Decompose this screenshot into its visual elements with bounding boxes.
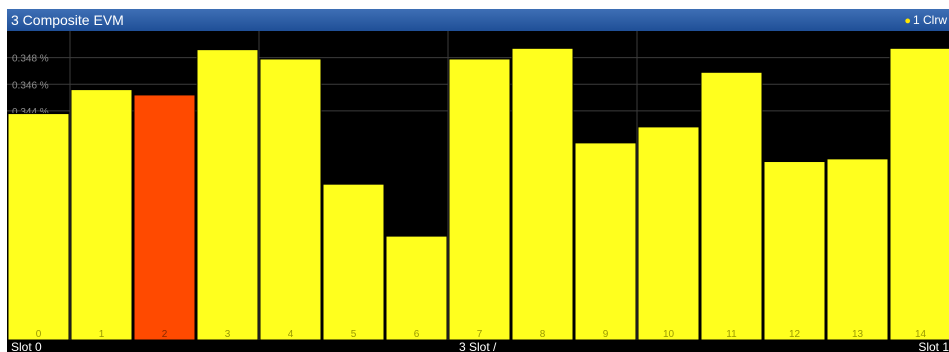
bar-label-11: 11	[726, 329, 737, 340]
bar-label-13: 13	[852, 329, 864, 340]
bar-slot-2	[133, 94, 196, 340]
bar-label-7: 7	[477, 329, 483, 340]
bar-slot-8	[511, 47, 574, 340]
bar-slot-9	[574, 142, 637, 340]
bar-label-10: 10	[663, 329, 675, 340]
bar-label-1: 1	[99, 329, 105, 340]
trace-indicator[interactable]: ● 1 Clrw	[904, 12, 947, 29]
trace-indicator-label: 1 Clrw	[912, 13, 947, 27]
bar-label-0: 0	[36, 329, 42, 340]
bar-slot-11	[700, 71, 763, 340]
bar-label-14: 14	[915, 329, 927, 340]
bar-slot-0	[7, 113, 70, 340]
y-tick-layer: 0.348 % 0.346 % 0.344 %	[12, 54, 49, 118]
bar-slot-14	[889, 47, 949, 340]
bar-slot-13	[826, 158, 889, 340]
bar-slot-6	[385, 235, 448, 340]
footer-center-label: 3 Slot /	[459, 340, 497, 352]
footer-start-label: Slot 0	[11, 340, 42, 352]
bar-label-8: 8	[540, 329, 546, 340]
trace-dot-icon: ●	[904, 15, 911, 27]
x-axis-footer: Slot 0 3 Slot / Slot 1	[7, 340, 949, 352]
y-tick-label: 0.348 %	[12, 54, 49, 65]
bar-label-5: 5	[351, 329, 357, 340]
bar-label-4: 4	[288, 329, 294, 340]
bar-slot-7	[448, 58, 511, 340]
bar-label-3: 3	[225, 329, 231, 340]
bar-label-12: 12	[789, 329, 801, 340]
y-tick-label: 0.344 %	[12, 107, 49, 118]
composite-evm-window: 3 Composite EVM ● 1 Clrw 0.348 % 0.346 % 0.…	[7, 9, 949, 352]
bar-layer	[7, 47, 949, 340]
evm-bar-chart: 0.348 %0.346 %0.344 % 0 1 2 3 4 5 6 7 8 9 10 11 12 13…	[7, 31, 949, 340]
window-titlebar[interactable]: 3 Composite EVM ● 1 Clrw	[7, 9, 949, 31]
bar-slot-12	[763, 161, 826, 340]
bar-label-layer: 0 1 2 3 4 5 6 7 8 9 10 11 12 13 14	[36, 329, 927, 340]
bar-label-9: 9	[603, 329, 609, 340]
bar-slot-4	[259, 58, 322, 340]
bar-label-6: 6	[414, 329, 420, 340]
bar-slot-5	[322, 183, 385, 340]
y-tick-label: 0.346 %	[12, 80, 49, 91]
footer-end-label: Slot 1	[918, 340, 949, 352]
bar-slot-1	[70, 89, 133, 340]
bar-slot-3	[196, 49, 259, 340]
window-title: 3 Composite EVM	[11, 12, 124, 28]
bar-slot-10	[637, 126, 700, 340]
bar-label-2: 2	[162, 329, 168, 340]
